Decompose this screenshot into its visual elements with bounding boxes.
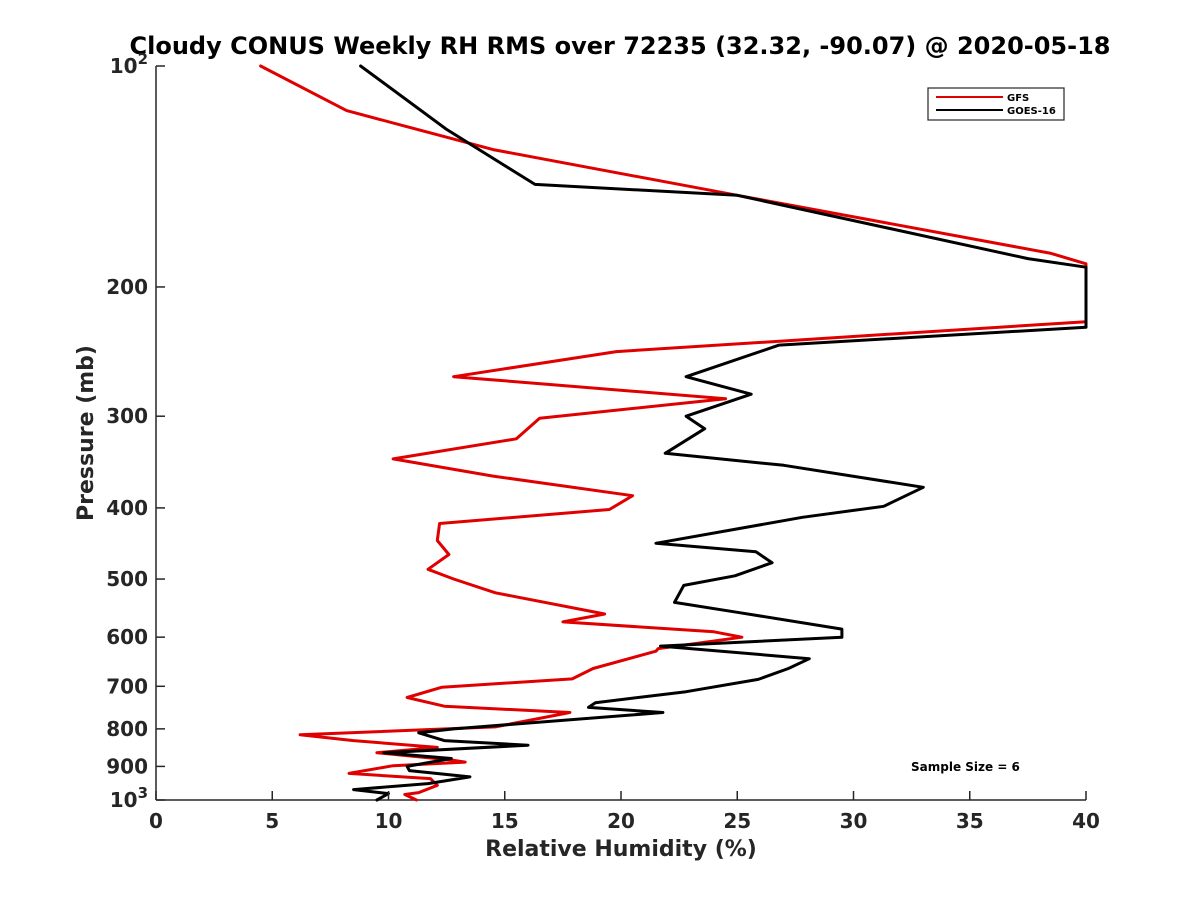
y-tick-label: 103 — [110, 784, 148, 812]
legend-label-gfs: GFS — [1007, 93, 1029, 104]
y-tick-label: 200 — [106, 275, 148, 299]
legend-box — [927, 87, 1065, 121]
chart-title: Cloudy CONUS Weekly RH RMS over 72235 (3… — [130, 32, 1111, 60]
x-tick-label: 40 — [1072, 809, 1100, 833]
y-tick-label: 300 — [106, 404, 148, 428]
y-tick-label: 600 — [106, 625, 148, 649]
y-tick-label: 102 — [110, 50, 148, 78]
y-tick-label: 800 — [106, 717, 148, 741]
y-tick-label: 500 — [106, 567, 148, 591]
y-tick-label: 700 — [106, 674, 148, 698]
legend: GFS GOES-16 — [927, 87, 1065, 121]
x-axis-label: Relative Humidity (%) — [485, 837, 757, 862]
x-tick-label: 15 — [491, 809, 519, 833]
y-axis-ticks: 102 200 300 400 500 600 700 800 900 103 — [106, 50, 165, 812]
series-line-goes16 — [352, 64, 1088, 802]
y-tick-label: 900 — [106, 754, 148, 778]
x-tick-label: 20 — [607, 809, 635, 833]
x-tick-label: 25 — [723, 809, 751, 833]
x-tick-label: 30 — [840, 809, 868, 833]
series-layer — [259, 64, 1088, 802]
plot-frame — [155, 66, 1086, 801]
sample-size-annotation: Sample Size = 6 — [911, 760, 1020, 774]
x-tick-label: 5 — [265, 809, 279, 833]
y-tick-label: 400 — [106, 496, 148, 520]
x-axis-ticks: 0 5 10 15 20 25 30 35 40 — [149, 791, 1100, 833]
x-tick-label: 10 — [375, 809, 403, 833]
legend-label-goes16: GOES-16 — [1007, 106, 1056, 117]
x-tick-label: 35 — [956, 809, 984, 833]
x-tick-label: 0 — [149, 809, 163, 833]
y-axis-label: Pressure (mb) — [74, 345, 99, 521]
series-line-gfs — [259, 64, 1088, 802]
